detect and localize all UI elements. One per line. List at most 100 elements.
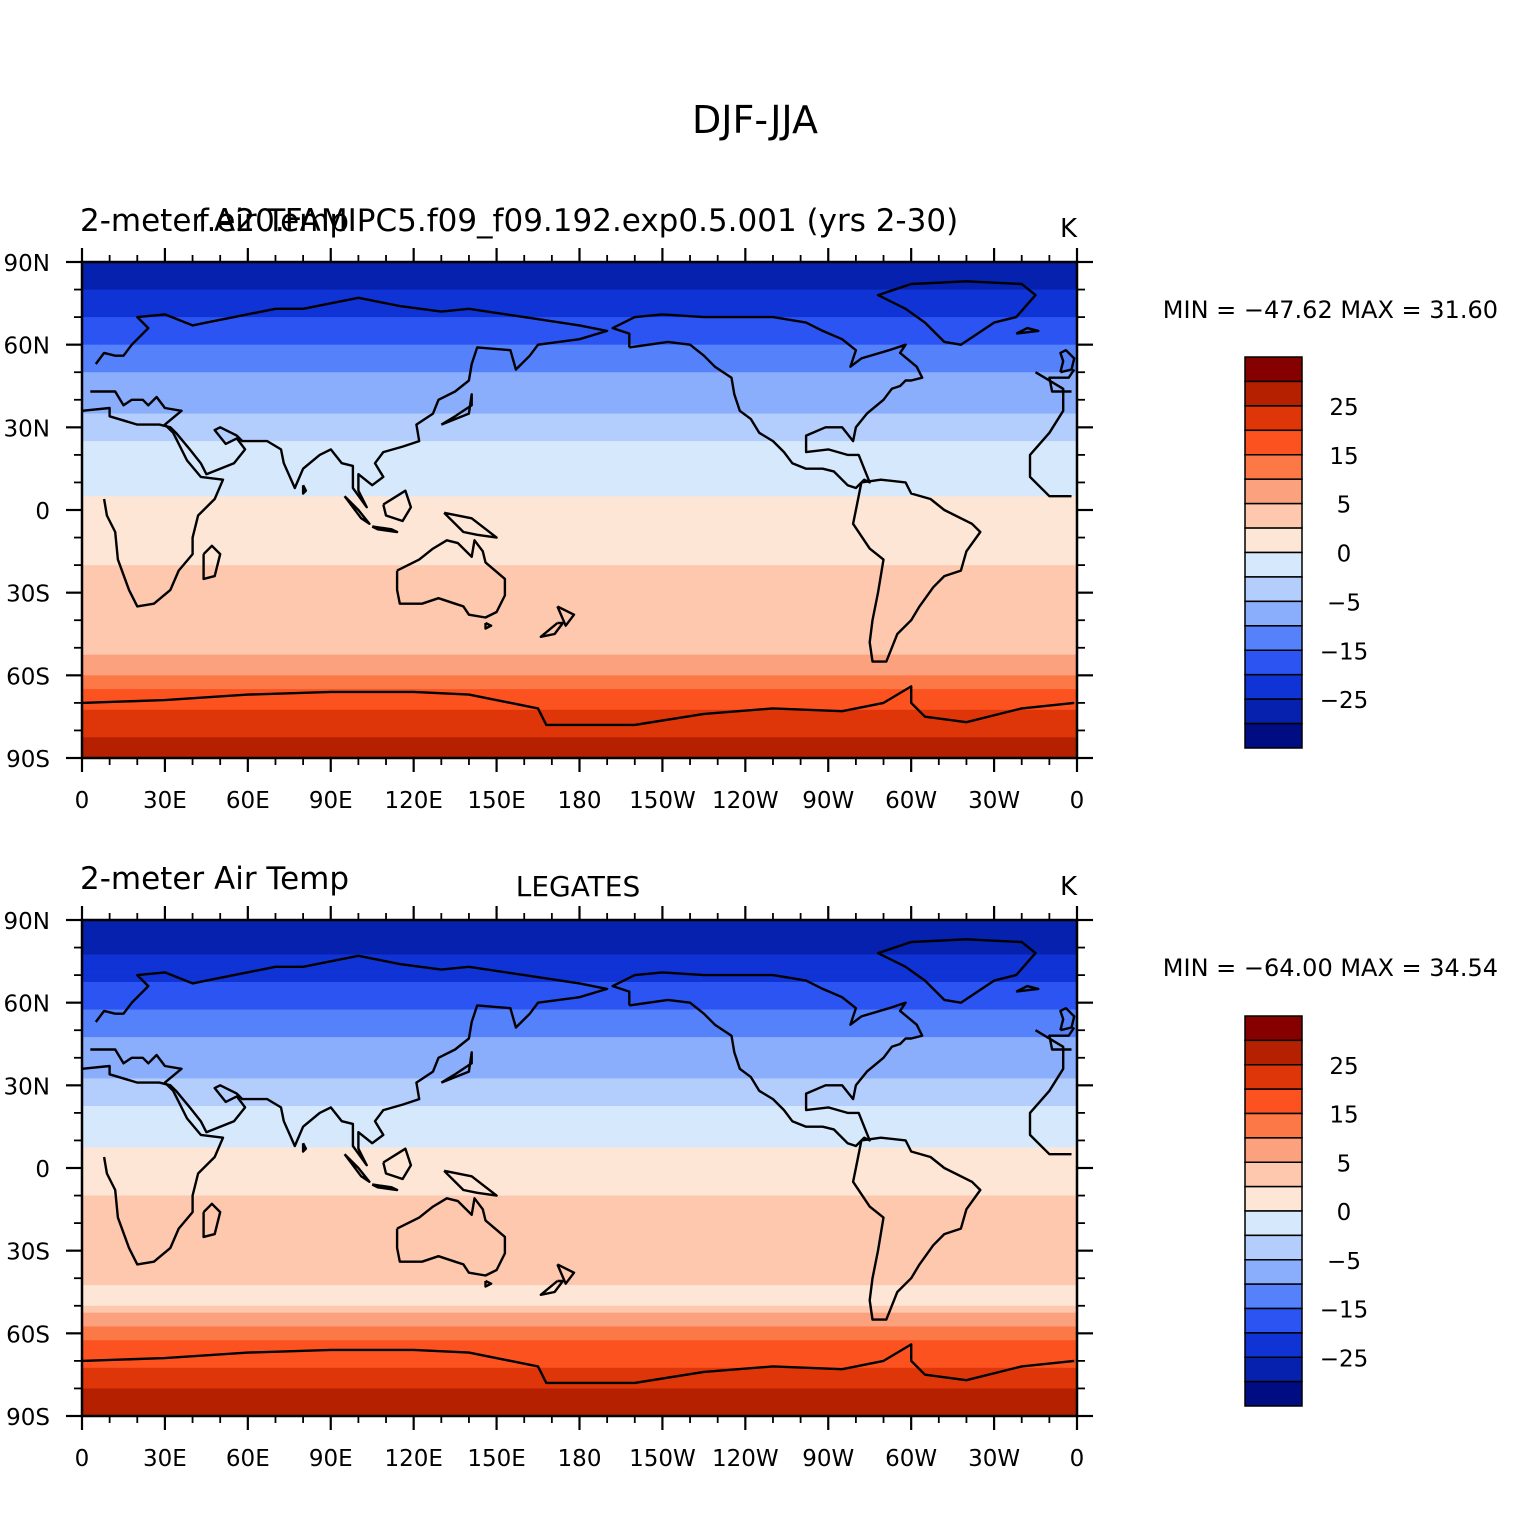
colorbar: 25 15 5 0 −5 −15 −25 bbox=[1244, 1015, 1368, 1407]
contour-band bbox=[82, 1174, 1077, 1183]
colorbar-swatch bbox=[1244, 1380, 1303, 1407]
coastline bbox=[539, 621, 565, 638]
colorbar-swatch bbox=[1244, 478, 1303, 505]
contour-band bbox=[82, 303, 1077, 311]
contour-band bbox=[82, 1071, 1077, 1080]
contour-band bbox=[82, 448, 1077, 456]
panel-center-title: f.e20.FAMIPC5.f09_f09.192.exp0.5.001 (yr… bbox=[198, 203, 958, 239]
min-max-label: MIN = −64.00 MAX = 34.54 bbox=[1163, 954, 1498, 982]
coastline bbox=[1059, 349, 1076, 374]
y-tick-label: 90N bbox=[4, 909, 50, 935]
contour-band bbox=[82, 1209, 1077, 1217]
contour-band bbox=[82, 510, 1077, 518]
contour-band bbox=[82, 1347, 1077, 1355]
contour-band bbox=[82, 599, 1077, 608]
coastline bbox=[90, 390, 225, 608]
contour-band bbox=[82, 1340, 1077, 1348]
coastline bbox=[82, 296, 609, 509]
y-tick-label: 60N bbox=[4, 334, 50, 360]
contour-band bbox=[82, 988, 1077, 997]
y-tick-label: 90N bbox=[4, 251, 50, 277]
x-tick-label: 90E bbox=[309, 788, 353, 814]
coastline bbox=[440, 393, 473, 426]
x-tick-label: 150E bbox=[467, 788, 525, 814]
contour-band bbox=[82, 1181, 1077, 1190]
contour-band bbox=[82, 1078, 1077, 1086]
contour-band bbox=[82, 982, 1077, 990]
contour-band bbox=[82, 317, 1077, 325]
colorbar-swatch bbox=[1244, 454, 1303, 480]
contour-band bbox=[82, 1298, 1077, 1307]
coastline bbox=[343, 1153, 371, 1183]
x-tick-label: 30E bbox=[143, 788, 187, 814]
coastline bbox=[82, 1343, 1075, 1385]
contour-band bbox=[82, 1064, 1077, 1073]
colorbar-swatch bbox=[1244, 625, 1303, 651]
coastline bbox=[484, 621, 493, 630]
coastline bbox=[301, 484, 308, 495]
panel-variable-label: 2-meter Air Temp bbox=[80, 203, 349, 239]
contour-band bbox=[82, 1002, 1077, 1011]
contour-band bbox=[82, 1381, 1077, 1390]
contour-band bbox=[82, 1168, 1077, 1176]
x-tick-label: 90W bbox=[802, 1446, 854, 1472]
colorbar-swatch bbox=[1244, 722, 1303, 749]
coastline bbox=[1048, 1026, 1076, 1051]
colorbar-swatch bbox=[1244, 502, 1303, 529]
contour-band bbox=[82, 933, 1077, 942]
contour-band bbox=[82, 441, 1077, 449]
y-tick-label: 60S bbox=[6, 664, 50, 690]
y-tick-label: 90S bbox=[6, 747, 50, 773]
contour-band bbox=[82, 634, 1077, 642]
colorbar-swatch bbox=[1244, 673, 1303, 700]
y-tick-label: 0 bbox=[35, 1157, 50, 1183]
contour-band bbox=[82, 647, 1077, 656]
contour-band bbox=[82, 1395, 1077, 1403]
contour-band bbox=[82, 530, 1077, 539]
contour-band bbox=[82, 1292, 1077, 1300]
y-tick-label: 90S bbox=[6, 1405, 50, 1431]
contour-band bbox=[82, 344, 1077, 353]
contour-band bbox=[82, 427, 1077, 435]
coastline bbox=[611, 971, 924, 1148]
contour-band bbox=[82, 413, 1077, 422]
colorbar-label: 15 bbox=[1329, 444, 1358, 470]
x-tick-label: 180 bbox=[558, 788, 602, 814]
contour-band bbox=[82, 1319, 1077, 1328]
coastline bbox=[876, 280, 1037, 346]
coastline bbox=[343, 495, 371, 525]
x-tick-label: 60W bbox=[885, 788, 937, 814]
x-tick-label: 0 bbox=[75, 1446, 90, 1472]
contour-band bbox=[82, 268, 1077, 277]
colorbar-swatch bbox=[1244, 1137, 1303, 1163]
x-tick-label: 60E bbox=[226, 1446, 270, 1472]
colorbar-swatch bbox=[1244, 1015, 1303, 1042]
contour-band bbox=[82, 544, 1077, 552]
contour-band bbox=[82, 386, 1077, 394]
contour-band bbox=[82, 1367, 1077, 1376]
contour-band bbox=[82, 551, 1077, 559]
coastline bbox=[82, 954, 609, 1167]
colorbar-swatch bbox=[1244, 356, 1303, 383]
contour-band bbox=[82, 1140, 1077, 1148]
contour-band bbox=[82, 1216, 1077, 1224]
contour-band bbox=[82, 1016, 1077, 1024]
figure-title: DJF-JJA bbox=[692, 98, 818, 142]
coastline bbox=[1015, 326, 1040, 335]
coastline bbox=[443, 511, 498, 539]
colorbar-swatch bbox=[1244, 527, 1303, 554]
colorbar-label: 0 bbox=[1337, 542, 1352, 568]
contour-band bbox=[82, 723, 1077, 732]
coastline bbox=[382, 489, 413, 523]
colorbar-swatch bbox=[1244, 1039, 1303, 1066]
contour-band bbox=[82, 399, 1077, 408]
coastline bbox=[1048, 368, 1076, 393]
coastline bbox=[395, 1197, 507, 1277]
contour-band bbox=[82, 1285, 1077, 1293]
x-tick-label: 90E bbox=[309, 1446, 353, 1472]
colorbar: 25 15 5 0 −5 −15 −25 bbox=[1244, 356, 1368, 749]
contour-band bbox=[82, 1099, 1077, 1107]
coastline bbox=[202, 1202, 222, 1239]
contour-band bbox=[82, 468, 1077, 477]
contour-band bbox=[82, 737, 1077, 745]
